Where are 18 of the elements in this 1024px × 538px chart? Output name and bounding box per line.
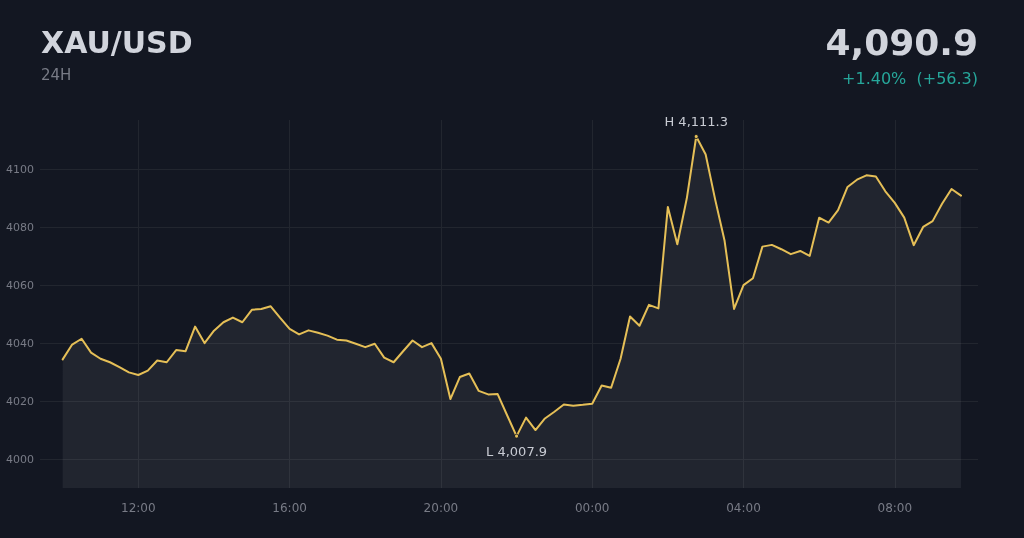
x-tick-label: 04:00 xyxy=(726,501,761,515)
x-tick-label: 08:00 xyxy=(877,501,913,515)
annotation: L 4,007.9 xyxy=(486,443,548,459)
text: +1.40% (+56.3) xyxy=(842,68,978,88)
y-tick-label: 4000 xyxy=(6,452,34,466)
y-tick-label: 4040 xyxy=(6,336,34,350)
x-tick-label: 12:00 xyxy=(121,501,156,515)
y-tick-label: 4080 xyxy=(6,220,34,234)
x-tick-label: 00:00 xyxy=(574,501,610,515)
x-tick-label: 20:00 xyxy=(423,501,459,515)
y-tick-label: 4020 xyxy=(6,394,34,408)
y-tick-label: 4100 xyxy=(6,162,34,176)
chart-title: XAU/USD xyxy=(41,24,193,60)
annotation: H 4,111.3 xyxy=(664,114,728,130)
chart-subtitle: 24H xyxy=(41,65,72,84)
y-tick-label: 4060 xyxy=(6,278,34,292)
text: 4,090.9 xyxy=(825,21,979,63)
x-tick-label: 16:00 xyxy=(272,501,307,515)
